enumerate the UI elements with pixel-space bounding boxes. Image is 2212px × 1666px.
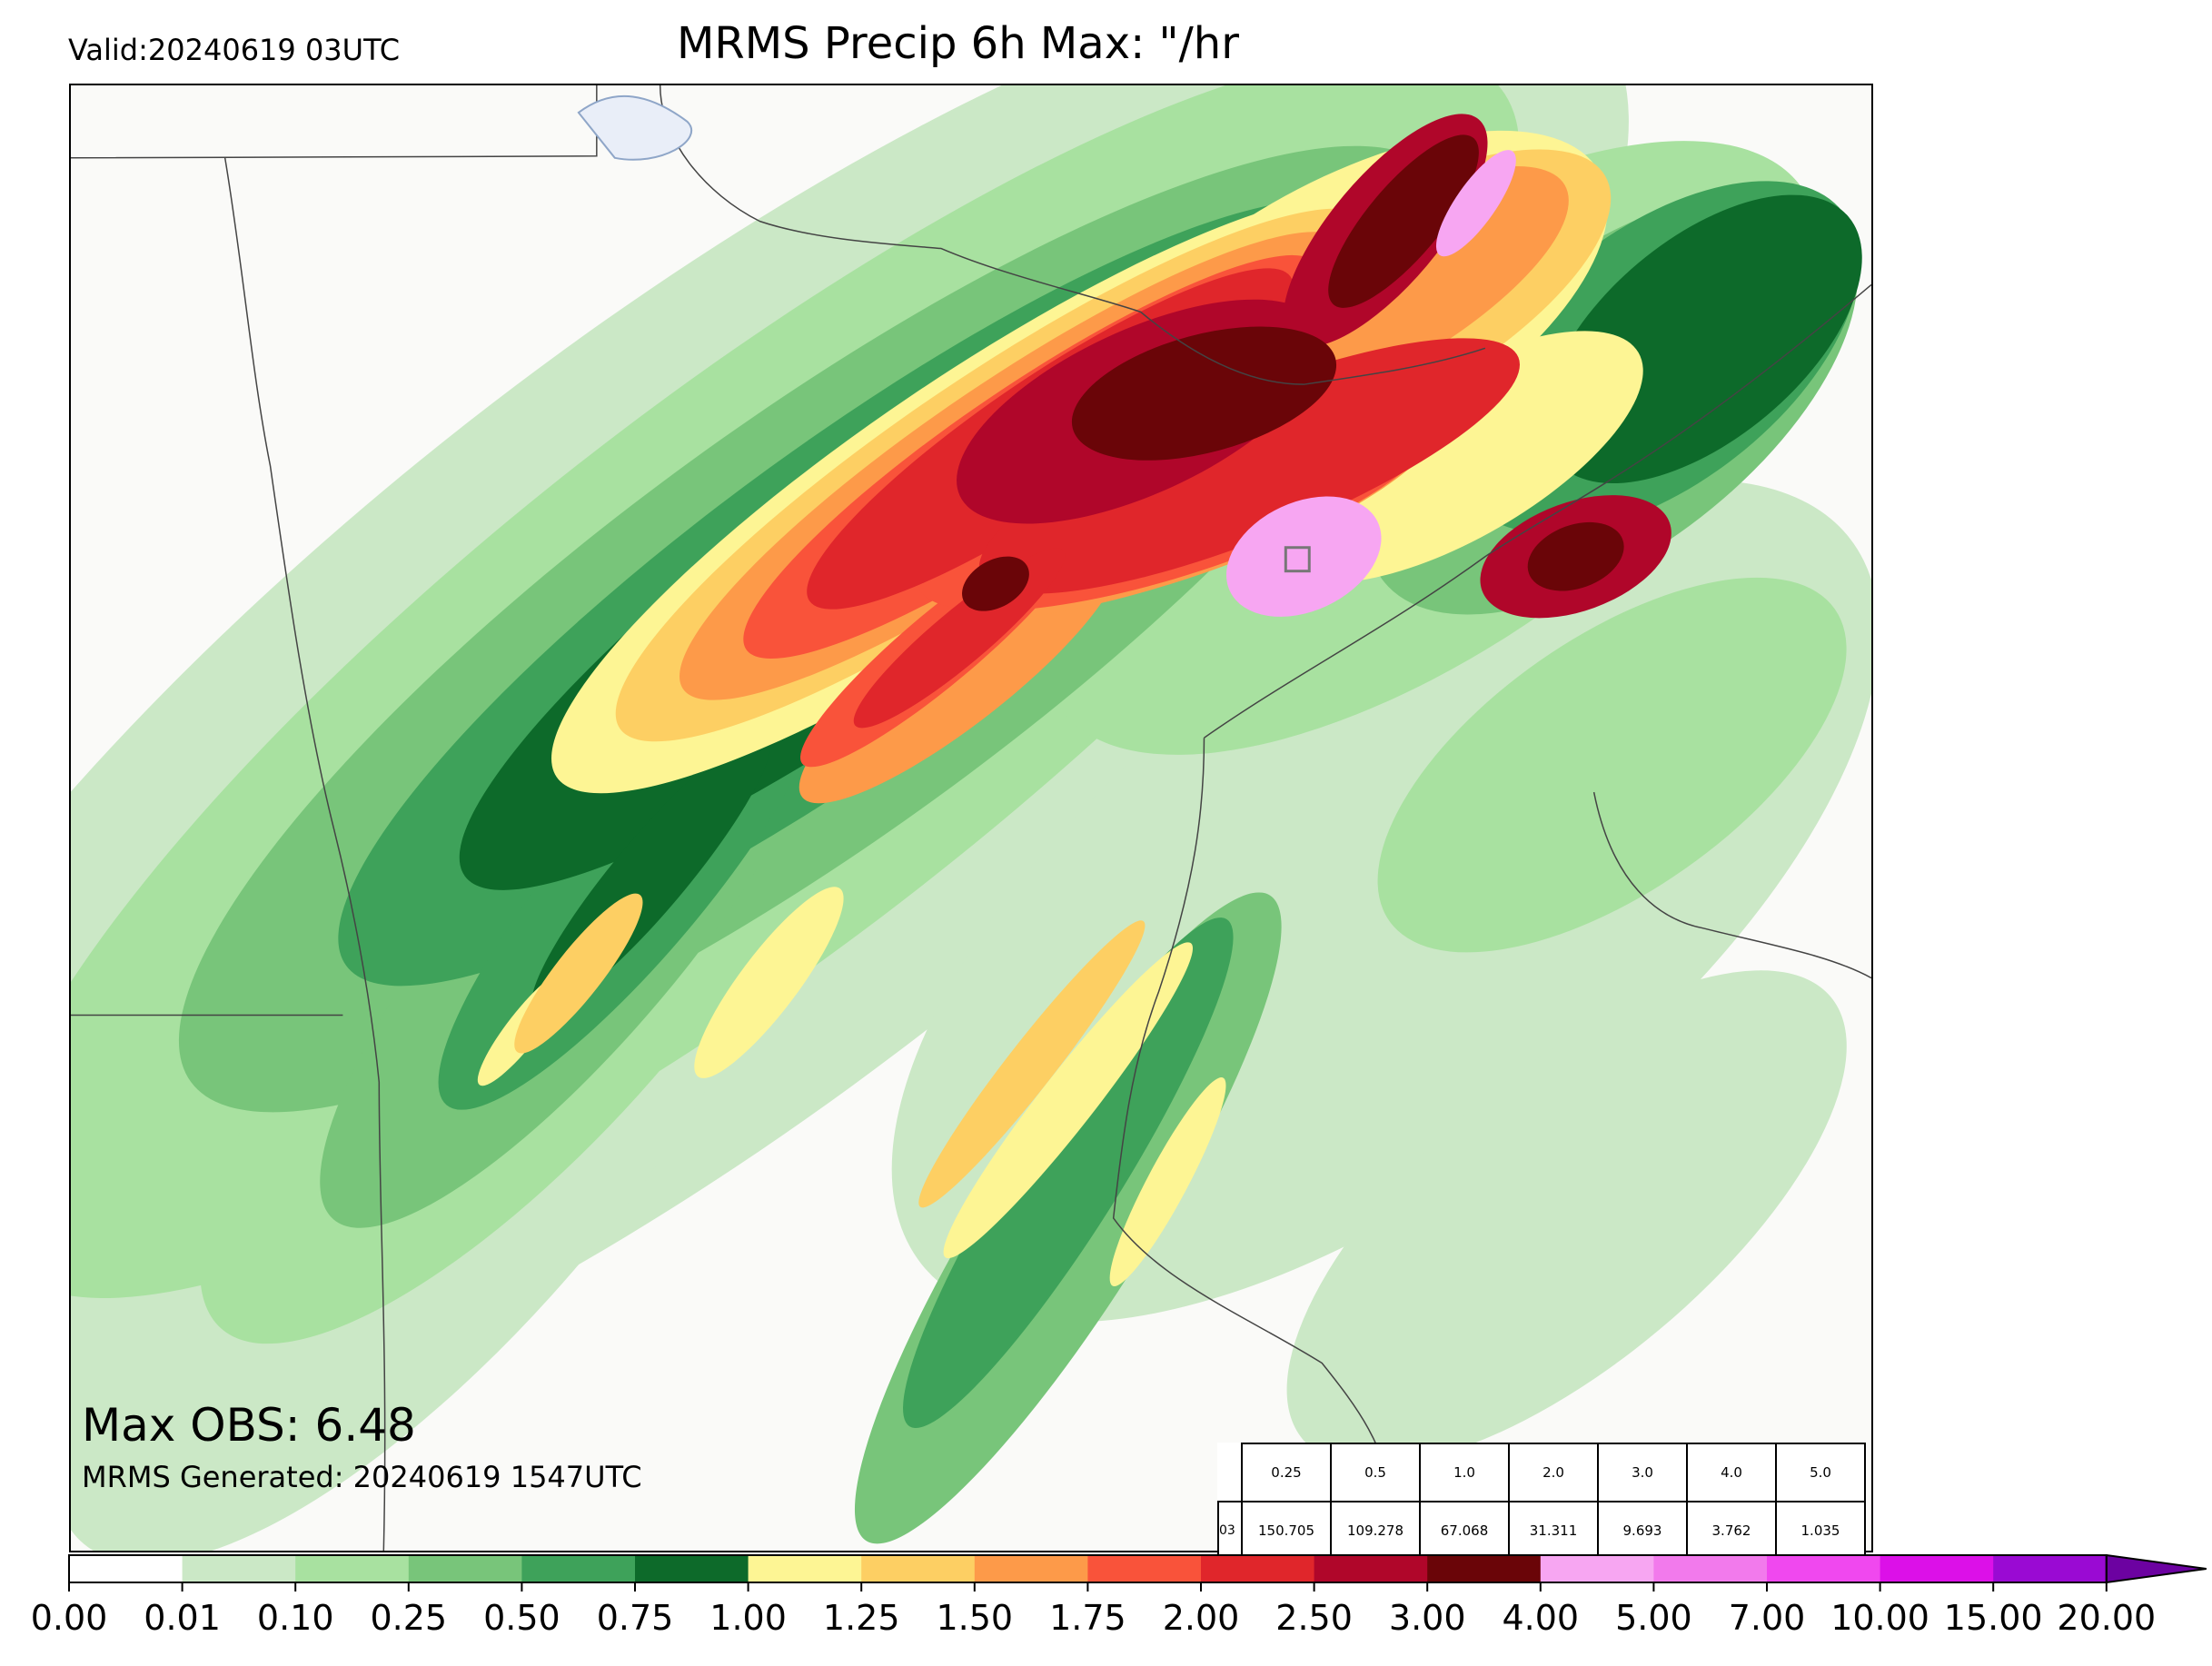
precip-bands <box>71 85 1871 1551</box>
precip-cell-red <box>978 338 1520 594</box>
colorbar-tick-label: 0.00 <box>31 1598 108 1638</box>
table-corner <box>1218 1443 1242 1502</box>
precip-map-canvas <box>71 85 1871 1551</box>
colorbar-tick-label: 15.00 <box>1944 1598 2043 1638</box>
colorbar-swatch <box>408 1555 522 1582</box>
value-cell: 31.311 <box>1508 1501 1599 1561</box>
precip-cell-maroon <box>1527 521 1624 591</box>
threshold-cell: 1.0 <box>1419 1443 1510 1502</box>
colorbar-tick-label: 1.50 <box>936 1598 1013 1638</box>
row-label-cell: 03 <box>1217 1501 1243 1561</box>
threshold-cell: 5.0 <box>1775 1443 1866 1502</box>
colorbar-swatch <box>295 1555 410 1582</box>
precip-cell-trace <box>1286 970 1847 1466</box>
colorbar-swatch <box>974 1555 1088 1582</box>
threshold-cell: 0.25 <box>1241 1443 1332 1502</box>
colorbar-tick-label: 2.00 <box>1163 1598 1240 1638</box>
colorbar-tick-label: 7.00 <box>1729 1598 1806 1638</box>
value-cell: 3.762 <box>1686 1501 1777 1561</box>
colorbar-tick-label: 0.50 <box>483 1598 560 1638</box>
colorbar-tick-label: 20.00 <box>2057 1598 2156 1638</box>
precip-cell-medium <box>903 917 1234 1428</box>
colorbar-swatch <box>635 1555 749 1582</box>
colorbar-swatch <box>748 1555 862 1582</box>
state-borders <box>71 85 1871 1551</box>
colorbar-swatch <box>1880 1555 1994 1582</box>
colorbar-swatch <box>182 1555 296 1582</box>
colorbar-tick-label: 3.00 <box>1389 1598 1466 1638</box>
lake-outline <box>577 94 693 161</box>
precip-cell-yellow <box>1109 1077 1226 1286</box>
value-cell: 67.068 <box>1419 1501 1510 1561</box>
precip-cell-gold <box>918 920 1146 1208</box>
state-border <box>659 85 1486 385</box>
state-border <box>1204 283 1871 739</box>
mrms-generated-label: MRMS Generated: 20240619 1547UTC <box>82 1460 642 1494</box>
threshold-row: 0.25 0.5 1.0 2.0 3.0 4.0 5.0 <box>1218 1443 1866 1502</box>
colorbar-swatch <box>69 1555 184 1582</box>
precip-cell-yellow <box>943 942 1194 1259</box>
colorbar-tick-label: 0.10 <box>257 1598 334 1638</box>
precip-cell-maroon <box>1071 326 1337 461</box>
colorbar-extend-arrow <box>2105 1553 2207 1584</box>
precip-cell-maroon <box>1328 134 1479 308</box>
precip-cell-pink <box>1435 150 1516 257</box>
value-cell: 150.705 <box>1241 1501 1332 1561</box>
map-title: MRMS Precip 6h Max: "/hr <box>677 18 1239 69</box>
threshold-cell: 4.0 <box>1686 1443 1777 1502</box>
colorbar-tick-label: 1.25 <box>823 1598 900 1638</box>
colorbar-tick-label: 0.75 <box>597 1598 674 1638</box>
colorbar-tick-label: 2.50 <box>1275 1598 1353 1638</box>
threshold-cell: 3.0 <box>1597 1443 1688 1502</box>
precip-cell-yellow <box>694 887 844 1078</box>
precip-cell-light <box>1377 577 1847 953</box>
precip-cell-pink <box>1226 496 1382 617</box>
state-border <box>223 157 386 1551</box>
valid-time-label: Valid:20240619 03UTC <box>68 33 401 67</box>
colorbar-tick-label: 4.00 <box>1502 1598 1579 1638</box>
state-border <box>71 85 598 159</box>
colorbar-tick-label: 0.25 <box>370 1598 447 1638</box>
colorbar-tick-label: 0.01 <box>144 1598 221 1638</box>
value-row: 03 150.705 109.278 67.068 31.311 9.693 3… <box>1217 1501 1866 1561</box>
value-cell: 9.693 <box>1597 1501 1688 1561</box>
max-obs-label: Max OBS: 6.48 <box>82 1399 416 1452</box>
precip-cell-maroon <box>962 556 1029 611</box>
colorbar-tick-label: 10.00 <box>1830 1598 1929 1638</box>
colorbar-tick-label: 1.75 <box>1049 1598 1126 1638</box>
colorbar-ticks: 0.00 0.01 0.10 0.25 0.50 0.75 1.00 1.25 1.50 1.75… <box>31 1582 2156 1638</box>
colorbar-swatch <box>1087 1555 1202 1582</box>
state-border <box>1592 791 1871 979</box>
value-cell: 109.278 <box>1330 1501 1421 1561</box>
colorbar-swatch <box>1993 1555 2108 1582</box>
state-border <box>1112 738 1395 1509</box>
colorbar-swatch <box>521 1555 636 1582</box>
max-obs-marker <box>1284 546 1311 573</box>
precip-cell-gold <box>514 893 643 1054</box>
colorbar-tick-label: 5.00 <box>1615 1598 1692 1638</box>
threshold-cell: 0.5 <box>1330 1443 1421 1502</box>
value-cell: 1.035 <box>1775 1501 1866 1561</box>
threshold-area-table: 0.25 0.5 1.0 2.0 3.0 4.0 5.0 03 150.705 … <box>1217 1443 1866 1561</box>
colorbar-tick-label: 1.00 <box>709 1598 787 1638</box>
threshold-cell: 2.0 <box>1508 1443 1599 1502</box>
colorbar-swatch <box>861 1555 976 1582</box>
precip-map[interactable]: Max OBS: 6.48 MRMS Generated: 20240619 1… <box>69 84 1873 1552</box>
